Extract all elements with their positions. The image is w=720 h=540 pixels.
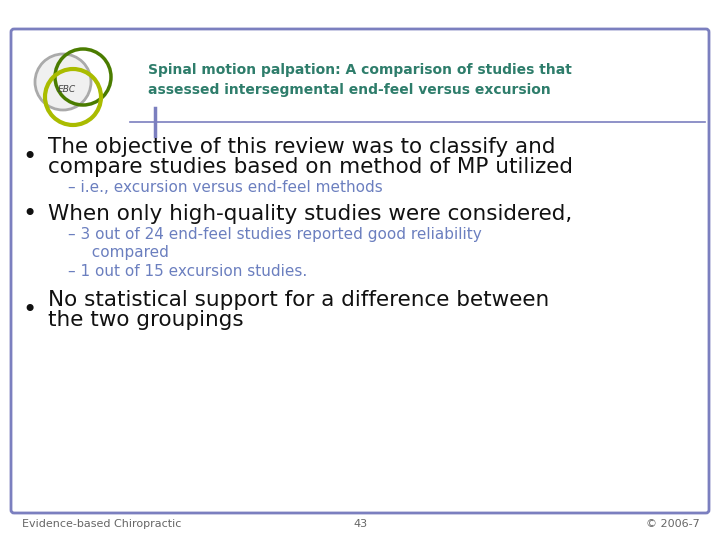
Text: EBC: EBC [58,84,76,93]
Text: – i.e., excursion versus end-feel methods: – i.e., excursion versus end-feel method… [68,180,383,195]
Text: •: • [23,145,37,169]
Text: When only high-quality studies were considered,: When only high-quality studies were cons… [48,204,572,224]
Text: compared: compared [82,246,169,260]
Text: the two groupings: the two groupings [48,310,243,330]
Text: compare studies based on method of MP utilized: compare studies based on method of MP ut… [48,157,573,177]
FancyBboxPatch shape [11,29,709,513]
Text: – 3 out of 24 end-feel studies reported good reliability: – 3 out of 24 end-feel studies reported … [68,227,482,242]
Text: •: • [23,298,37,322]
Text: The objective of this review was to classify and: The objective of this review was to clas… [48,137,556,157]
Text: Evidence-based Chiropractic: Evidence-based Chiropractic [22,519,181,529]
Text: – 1 out of 15 excursion studies.: – 1 out of 15 excursion studies. [68,264,307,279]
Text: No statistical support for a difference between: No statistical support for a difference … [48,290,549,310]
Circle shape [35,54,91,110]
Text: •: • [23,202,37,226]
Text: assessed intersegmental end-feel versus excursion: assessed intersegmental end-feel versus … [148,83,551,97]
Text: 43: 43 [353,519,367,529]
Text: Spinal motion palpation: A comparison of studies that: Spinal motion palpation: A comparison of… [148,63,572,77]
Text: © 2006-7: © 2006-7 [647,519,700,529]
